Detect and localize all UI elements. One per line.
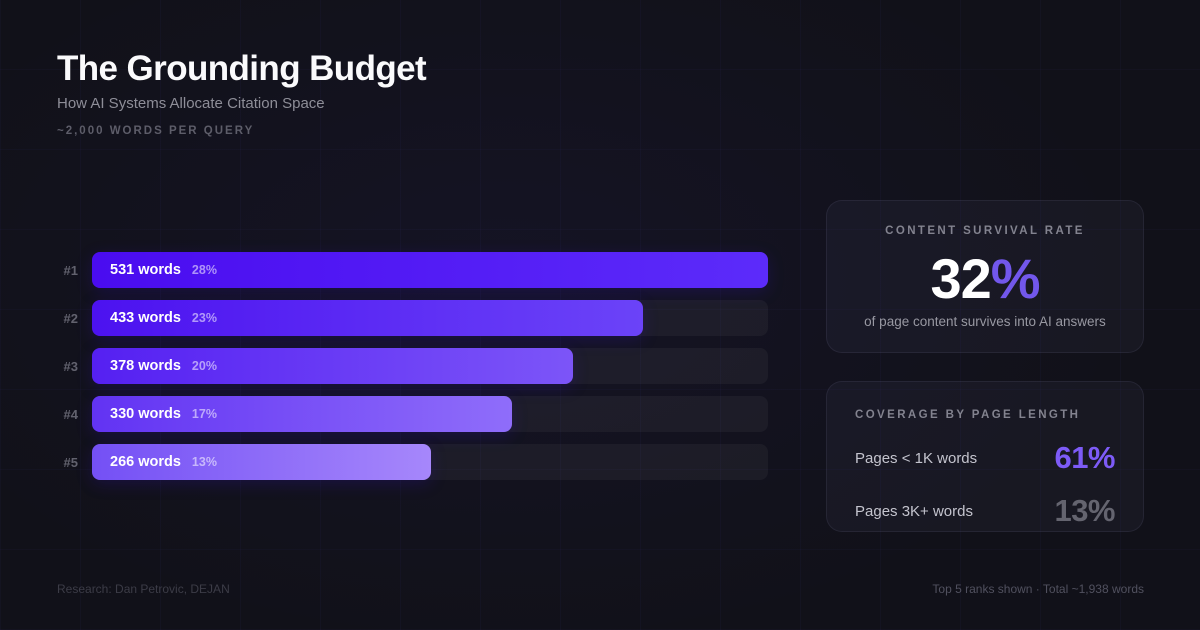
bar-percent-label: 20% bbox=[191, 359, 217, 373]
coverage-row-over-3k: Pages 3K+ words 13% bbox=[855, 493, 1115, 528]
bar: 433 words 23% bbox=[92, 300, 644, 336]
rank-label: #4 bbox=[63, 406, 78, 422]
survival-card-caption: of page content survives into AI answers bbox=[864, 314, 1106, 329]
bar-words-label: 378 words bbox=[110, 358, 181, 374]
citation-bar-chart: #1 531 words 28% #2 433 words 23% #3 378 words 2… bbox=[57, 252, 768, 492]
bar-row: #2 433 words 23% bbox=[57, 300, 768, 336]
bar-row: #4 330 words 17% bbox=[57, 396, 768, 432]
rank-label: #1 bbox=[63, 262, 78, 278]
coverage-row-value: 13% bbox=[1054, 493, 1115, 528]
rank-label: #2 bbox=[63, 310, 78, 326]
research-credit: Research: Dan Petrovic, DEJAN bbox=[57, 582, 230, 596]
bar-track: 531 words 28% bbox=[92, 252, 768, 288]
bar: 531 words 28% bbox=[92, 252, 768, 288]
query-words-eyebrow: ~2,000 WORDS PER QUERY bbox=[57, 125, 255, 137]
bar: 266 words 13% bbox=[92, 444, 431, 480]
coverage-card-header: COVERAGE BY PAGE LENGTH bbox=[855, 409, 1081, 421]
bar-track: 266 words 13% bbox=[92, 444, 768, 480]
page-subtitle: How AI Systems Allocate Citation Space bbox=[57, 95, 325, 112]
bar-row: #1 531 words 28% bbox=[57, 252, 768, 288]
bar-percent-label: 13% bbox=[191, 455, 217, 469]
survival-rate-value: 32% bbox=[827, 250, 1143, 308]
rank-label: #5 bbox=[63, 454, 78, 470]
rank-label: #3 bbox=[63, 358, 78, 374]
bar-track: 433 words 23% bbox=[92, 300, 768, 336]
bar-row: #3 378 words 20% bbox=[57, 348, 768, 384]
bar-words-label: 266 words bbox=[110, 454, 181, 470]
coverage-card: COVERAGE BY PAGE LENGTH Pages < 1K words… bbox=[826, 381, 1144, 532]
bar-track: 378 words 20% bbox=[92, 348, 768, 384]
bar-words-label: 433 words bbox=[110, 310, 181, 326]
coverage-row-under-1k: Pages < 1K words 61% bbox=[855, 440, 1115, 475]
bar-percent-label: 23% bbox=[191, 311, 217, 325]
survival-card-header: CONTENT SURVIVAL RATE bbox=[885, 225, 1085, 237]
survival-rate-number: 32 bbox=[930, 247, 991, 310]
bar: 330 words 17% bbox=[92, 396, 513, 432]
bar-track: 330 words 17% bbox=[92, 396, 768, 432]
coverage-row-value: 61% bbox=[1054, 440, 1115, 475]
bar-words-label: 531 words bbox=[110, 262, 181, 278]
totals-note: Top 5 ranks shown · Total ~1,938 words bbox=[932, 582, 1144, 596]
page-title: The Grounding Budget bbox=[57, 49, 427, 88]
coverage-row-label: Pages < 1K words bbox=[855, 449, 978, 467]
bar: 378 words 20% bbox=[92, 348, 574, 384]
header: The Grounding Budget How AI Systems Allo… bbox=[57, 49, 427, 138]
content-survival-card: CONTENT SURVIVAL RATE 32% of page conten… bbox=[826, 200, 1144, 353]
bar-percent-label: 17% bbox=[191, 407, 217, 421]
survival-rate-percent-sign: % bbox=[990, 247, 1041, 310]
bar-percent-label: 28% bbox=[191, 263, 217, 277]
bar-words-label: 330 words bbox=[110, 406, 181, 422]
bar-row: #5 266 words 13% bbox=[57, 444, 768, 480]
coverage-row-label: Pages 3K+ words bbox=[855, 502, 973, 520]
